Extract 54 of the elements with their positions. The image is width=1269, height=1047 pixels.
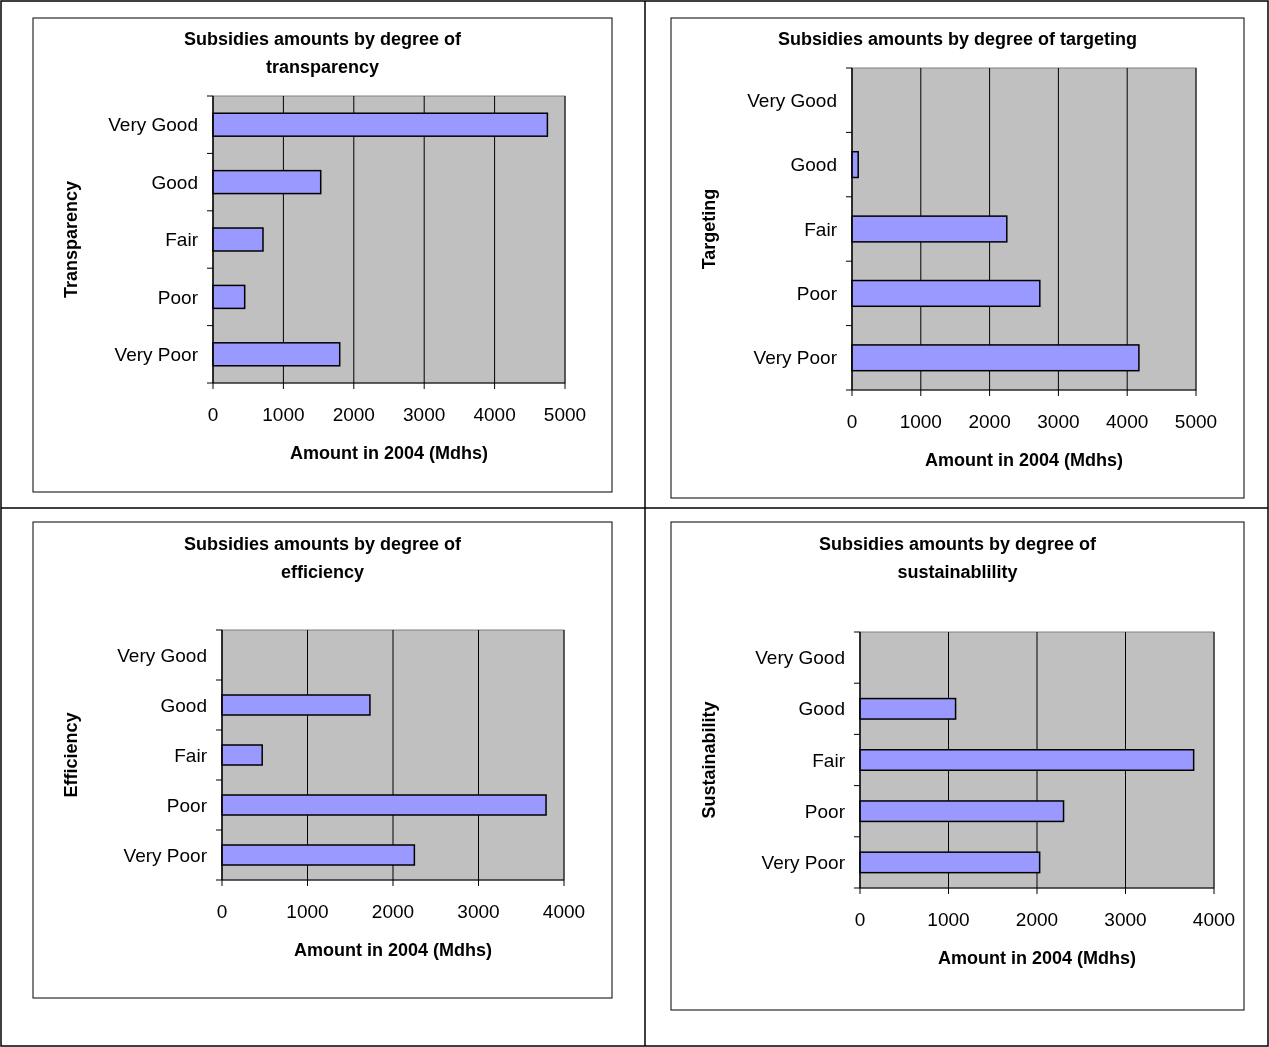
y-tick-label: Good [160,694,207,716]
y-tick-label: Very Poor [761,852,846,874]
x-tick-label: 4000 [1106,411,1149,432]
x-tick-label: 0 [854,909,866,930]
x-tick-label: 3000 [1104,909,1147,930]
y-tick-label: Very Good [747,89,837,111]
x-tick-label: 1000 [262,404,305,425]
x-tick-label: 3000 [457,901,500,922]
y-tick-label: Very Good [117,644,207,666]
x-tick-label: 0 [216,901,228,922]
x-axis-title: Amount in 2004 (Mdhs) [293,940,493,960]
x-tick-label: 4000 [1192,909,1236,930]
x-tick-label: 5000 [543,404,587,425]
x-axis-title: Amount in 2004 (Mdhs) [937,948,1137,968]
x-axis-title: Amount in 2004 (Mdhs) [924,450,1124,470]
y-tick-label: Very Poor [753,347,838,369]
chart-title: Subsidies amounts by degree of targeting [777,29,1138,49]
y-tick-label: Good [790,154,837,176]
y-axis-title: Targeting [699,188,719,270]
y-tick-label: Very Poor [114,343,199,365]
x-tick-label: 2000 [332,404,375,425]
y-tick-label: Poor [166,794,208,816]
y-tick-label: Good [798,698,845,720]
y-tick-label: Poor [804,800,846,822]
chart-title: Subsidies amounts by degree of efficiency [183,534,463,582]
x-tick-label: 4000 [473,404,516,425]
x-tick-label: 2000 [1015,909,1059,930]
y-tick-label: Poor [796,283,838,305]
chart-title: Subsidies amounts by degree of transparency [183,29,463,77]
x-tick-label: 3000 [1037,411,1080,432]
y-tick-label: Fair [804,218,838,240]
x-axis-title: Amount in 2004 (Mdhs) [289,443,489,463]
x-tick-label: 1000 [927,909,970,930]
y-tick-label: Fair [812,749,846,771]
y-axis-title: Efficiency [61,712,81,798]
x-tick-label: 1000 [899,411,942,432]
y-tick-label: Fair [174,744,208,766]
x-tick-label: 0 [207,404,219,425]
y-axis-title: Transparency [61,180,81,299]
y-tick-label: Very Good [755,647,845,669]
x-tick-label: 0 [846,411,858,432]
y-tick-label: Very Poor [123,844,208,866]
y-tick-label: Poor [157,286,199,308]
x-tick-label: 2000 [371,901,415,922]
x-tick-label: 2000 [968,411,1011,432]
x-tick-label: 4000 [542,901,586,922]
x-tick-label: 3000 [403,404,446,425]
y-tick-label: Good [151,171,198,193]
x-tick-label: 5000 [1174,411,1218,432]
y-tick-label: Fair [165,229,199,251]
x-tick-label: 1000 [286,901,329,922]
y-tick-label: Very Good [108,114,198,136]
y-axis-title: Sustainability [699,701,719,819]
chart-title: Subsidies amounts by degree of sustainablility [818,534,1098,582]
